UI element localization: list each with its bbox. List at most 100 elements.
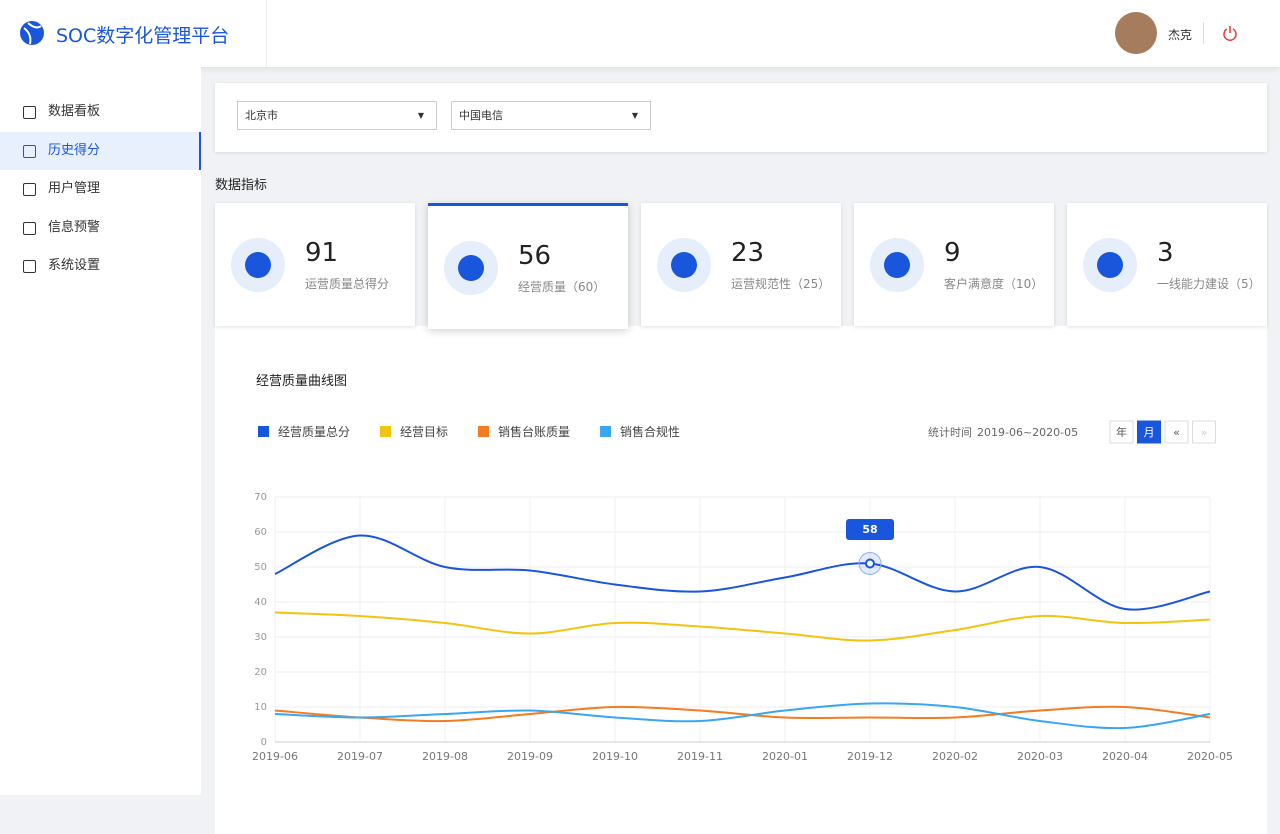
menu-item[interactable]: 信息预警 bbox=[0, 209, 201, 247]
y-tick-label: 30 bbox=[254, 632, 267, 643]
x-tick-label: 2020-02 bbox=[932, 750, 978, 763]
menu-item[interactable]: 数据看板 bbox=[0, 93, 201, 131]
icon-glyph bbox=[245, 252, 271, 278]
menu-label: 信息预警 bbox=[48, 219, 101, 235]
user-name[interactable]: 杰克 bbox=[1168, 28, 1193, 42]
period-button[interactable] bbox=[1164, 420, 1189, 444]
x-tick-label: 2019-10 bbox=[592, 750, 638, 763]
logout-button[interactable] bbox=[1222, 25, 1238, 41]
kpi-value: 3 bbox=[1157, 238, 1174, 268]
series-line bbox=[274, 705, 1211, 723]
menu-label: 数据看板 bbox=[48, 104, 101, 119]
kpi-icon bbox=[231, 238, 285, 292]
kpi-icon bbox=[870, 238, 924, 292]
x-tick-label: 2019-11 bbox=[677, 750, 723, 763]
series-line bbox=[274, 611, 1211, 642]
x-tick-label: 2019-06 bbox=[252, 750, 298, 763]
chart-title: 经营质量曲线图 bbox=[256, 374, 347, 389]
x-tick-label: 2020-04 bbox=[1102, 750, 1148, 763]
kpi-card[interactable]: 9 客户满意度（10） bbox=[854, 203, 1054, 326]
menu-label: 用户管理 bbox=[48, 181, 101, 196]
app-title: SOC数字化管理平台 bbox=[56, 25, 230, 47]
legend-swatch bbox=[600, 426, 612, 437]
legend-label[interactable]: 销售台账质量 bbox=[498, 424, 570, 439]
kpi-icon bbox=[444, 241, 498, 295]
menu-icon bbox=[23, 106, 36, 119]
kpi-value: 91 bbox=[305, 238, 339, 268]
kpi-card[interactable]: 56 经营质量（60） bbox=[428, 203, 628, 329]
stat-range: 2019-06~2020-05 bbox=[977, 426, 1078, 439]
period-button-label: » bbox=[1201, 426, 1208, 439]
section-title: 数据指标 bbox=[215, 178, 268, 193]
x-tick-label: 2019-09 bbox=[507, 750, 553, 763]
icon-glyph bbox=[671, 252, 697, 278]
operator-select[interactable]: 中国电信 ▼ bbox=[451, 101, 651, 130]
menu-item[interactable]: 系统设置 bbox=[0, 247, 201, 285]
hover-point bbox=[865, 558, 875, 569]
menu-icon bbox=[23, 144, 36, 158]
kpi-label: 客户满意度（10） bbox=[944, 277, 1044, 291]
select-value: 中国电信 bbox=[459, 109, 503, 122]
legend-swatch bbox=[380, 426, 392, 437]
x-tick-label: 2019-08 bbox=[422, 750, 468, 763]
kpi-value: 9 bbox=[944, 238, 961, 268]
legend-label[interactable]: 销售合规性 bbox=[620, 424, 680, 439]
tooltip bbox=[846, 519, 894, 540]
chart-panel bbox=[215, 326, 1267, 834]
divider bbox=[1203, 22, 1204, 44]
legend-swatch bbox=[478, 426, 490, 437]
menu-icon bbox=[23, 183, 36, 196]
y-tick-label: 50 bbox=[254, 562, 267, 573]
series-line bbox=[274, 534, 1211, 611]
y-tick-label: 70 bbox=[254, 492, 267, 503]
stat-label: 统计时间 bbox=[928, 426, 972, 439]
kpi-card[interactable]: 23 运营规范性（25） bbox=[641, 203, 841, 326]
y-tick-label: 60 bbox=[254, 527, 267, 538]
legend-swatch bbox=[258, 426, 269, 437]
menu-item[interactable]: 用户管理 bbox=[0, 170, 201, 208]
period-button[interactable] bbox=[1109, 420, 1134, 444]
caret: ▼ bbox=[417, 111, 424, 120]
x-tick-label: 2019-12 bbox=[847, 750, 893, 763]
period-button-label: 年 bbox=[1116, 425, 1127, 439]
kpi-label: 运营质量总得分 bbox=[305, 277, 390, 291]
kpi-icon bbox=[1083, 238, 1137, 292]
y-tick-label: 0 bbox=[261, 737, 267, 748]
kpi-label: 一线能力建设（5） bbox=[1157, 277, 1261, 291]
kpi-value: 56 bbox=[518, 241, 552, 271]
kpi-card[interactable]: 3 一线能力建设（5） bbox=[1067, 203, 1267, 326]
x-tick-label: 2020-05 bbox=[1187, 750, 1233, 763]
kpi-card[interactable]: 91 运营质量总得分 bbox=[215, 203, 415, 326]
kpi-label: 经营质量（60） bbox=[518, 280, 606, 294]
caret: ▼ bbox=[631, 111, 638, 120]
period-button[interactable] bbox=[1137, 420, 1161, 444]
menu-icon bbox=[23, 221, 36, 235]
icon-glyph bbox=[458, 255, 484, 281]
province-select[interactable]: 北京市 ▼ bbox=[237, 101, 437, 130]
menu-label: 历史得分 bbox=[48, 142, 101, 158]
series-line bbox=[274, 702, 1211, 730]
menu-item[interactable]: 历史得分 bbox=[0, 131, 201, 170]
avatar[interactable] bbox=[1115, 12, 1157, 54]
x-tick-label: 2019-07 bbox=[337, 750, 383, 763]
icon-glyph bbox=[884, 252, 910, 278]
kpi-label: 运营规范性（25） bbox=[731, 277, 831, 291]
logo bbox=[20, 21, 44, 45]
divider bbox=[266, 0, 267, 67]
kpi-icon bbox=[657, 238, 711, 292]
x-tick-label: 2020-03 bbox=[1017, 750, 1063, 763]
icon-glyph bbox=[1097, 252, 1123, 278]
sidebar: 数据看板历史得分用户管理信息预警系统设置 bbox=[0, 67, 201, 795]
period-button[interactable] bbox=[1192, 420, 1216, 444]
x-tick-label: 2020-01 bbox=[762, 750, 808, 763]
y-tick-label: 40 bbox=[254, 597, 267, 608]
legend-label[interactable]: 经营质量总分 bbox=[278, 425, 350, 439]
tooltip-value: 58 bbox=[862, 523, 877, 536]
legend-label[interactable]: 经营目标 bbox=[400, 425, 448, 439]
period-button-label: « bbox=[1173, 426, 1180, 439]
period-button-label: 月 bbox=[1144, 426, 1155, 439]
y-tick-label: 10 bbox=[254, 702, 267, 713]
kpi-value: 23 bbox=[731, 238, 765, 268]
